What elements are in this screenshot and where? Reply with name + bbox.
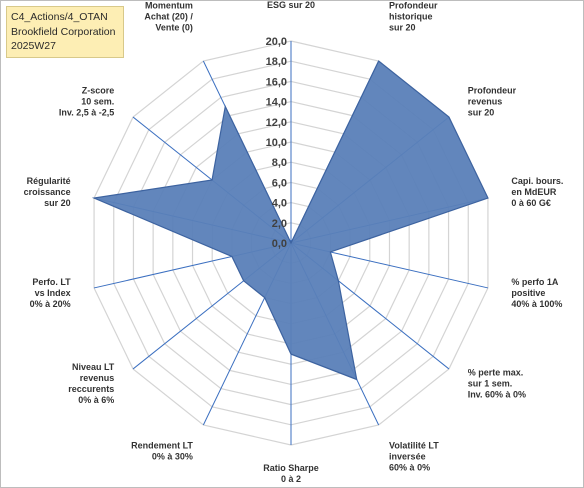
tick-label: 8,0: [272, 157, 287, 169]
category-label-line: Capi. bours.: [511, 176, 563, 186]
title-line-2: Brookfield Corporation: [11, 25, 116, 38]
category-label: NoteESG sur 20: [267, 0, 315, 10]
tick-label: 20,0: [266, 36, 287, 48]
category-label-line: 0 à 2: [281, 474, 301, 484]
category-label: Z-score 10 sem. Inv. 2,5 à -2,5: [59, 86, 114, 118]
category-label-line: Inv. 60% à 0%: [468, 389, 526, 399]
tick-label: 10,0: [266, 137, 287, 149]
category-label-line: 0% à 20%: [30, 299, 71, 309]
tick-label: 0,0: [272, 238, 287, 250]
category-label-line: Ratio Sharpe: [263, 463, 319, 473]
category-label-line: reccurents: [68, 384, 114, 394]
category-label-line: sur 20: [468, 108, 495, 118]
tick-label: 18,0: [266, 56, 287, 68]
category-label-line: croissance: [24, 187, 71, 197]
category-label-line: Profondeur: [468, 86, 517, 96]
tick-label: 4,0: [272, 198, 287, 210]
category-label-line: Achat (20) /: [144, 11, 193, 21]
category-label-line: vs Index: [35, 288, 71, 298]
category-label: Profondeur historique sur 20: [389, 0, 438, 32]
category-label-line: Profondeur: [389, 0, 438, 10]
category-label-line: Momentum: [145, 0, 193, 10]
category-label: Capi. bours. en MdEUR 0 à 60 G€: [511, 176, 563, 208]
tick-label: 14,0: [266, 97, 287, 109]
category-label-line: 0% à 30%: [152, 452, 193, 462]
category-label: % perte max. sur 1 sem. Inv. 60% à 0%: [468, 367, 526, 399]
category-label-line: 0% à 6%: [78, 395, 114, 405]
tick-label: 6,0: [272, 177, 287, 189]
category-label: Régularité croissance sur 20: [24, 176, 71, 208]
title-line-1: C4_Actions/4_OTAN: [11, 11, 108, 23]
category-label-line: Z-score: [82, 86, 115, 96]
category-label-line: % perfo 1A: [511, 277, 559, 287]
category-label-line: historique: [389, 11, 433, 21]
category-label-line: Volatilité LT: [389, 441, 439, 451]
category-label-line: revenus: [468, 97, 503, 107]
tick-label: 16,0: [266, 76, 287, 88]
category-label-line: Inv. 2,5 à -2,5: [59, 108, 114, 118]
category-label: Momentum Achat (20) / Vente (0): [144, 0, 193, 32]
category-label-line: sur 20: [44, 198, 71, 208]
category-label-line: Rendement LT: [131, 441, 193, 451]
category-label-line: sur 20: [389, 22, 416, 32]
category-label: Volatilité LT inversée 60% à 0%: [389, 441, 439, 473]
chart-title-box: C4_Actions/4_OTAN Brookfield Corporation…: [6, 6, 124, 58]
category-label-line: 10 sem.: [81, 97, 114, 107]
category-label-line: en MdEUR: [511, 187, 557, 197]
category-label: Profondeur revenus sur 20: [468, 86, 517, 118]
category-label-line: positive: [511, 288, 545, 298]
radial-tick-labels: 0,0 2,0 4,0 6,0 8,0 10,0 12,0 14,0 16,0 18,0 20,0: [266, 36, 287, 250]
category-label-line: 60% à 0%: [389, 463, 430, 473]
category-label-line: 0 à 60 G€: [511, 198, 551, 208]
category-label-line: revenus: [80, 373, 115, 383]
title-line-3: 2025W27: [11, 40, 56, 52]
radar-series: [91, 60, 489, 381]
category-label: Perfo. LT vs Index 0% à 20%: [30, 277, 72, 309]
category-label: Niveau LT revenus reccurents 0% à 6%: [68, 362, 115, 405]
tick-label: 2,0: [272, 218, 287, 230]
category-label-line: % perte max.: [468, 367, 524, 377]
category-label: Rendement LT 0% à 30%: [131, 441, 193, 462]
category-label-line: sur 1 sem.: [468, 378, 513, 388]
category-label-line: 40% à 100%: [511, 299, 562, 309]
category-label-line: Vente (0): [155, 22, 193, 32]
category-label-line: Perfo. LT: [32, 277, 71, 287]
tick-label: 12,0: [266, 117, 287, 129]
category-label: % perfo 1A positive 40% à 100%: [511, 277, 562, 309]
category-label-line: Régularité: [27, 176, 71, 186]
category-label: Ratio Sharpe 0 à 2: [263, 463, 319, 484]
category-label-line: inversée: [389, 452, 426, 462]
category-label-line: Niveau LT: [72, 362, 115, 372]
category-label-line: ESG sur 20: [267, 0, 315, 10]
